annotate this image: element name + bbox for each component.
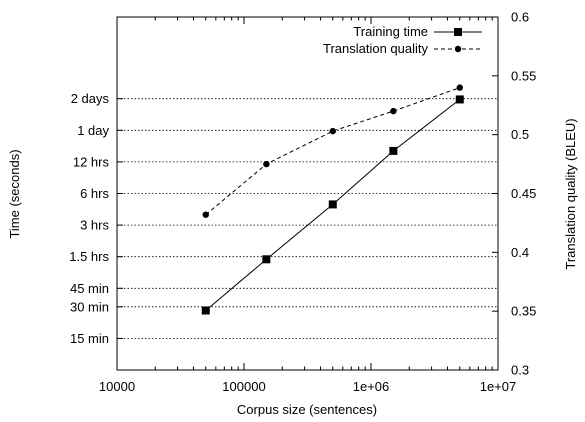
left-tick-label-6: 12 hrs: [73, 154, 110, 169]
legend-marker-training-time: [454, 28, 462, 36]
x-tick-label-1: 100000: [222, 379, 265, 394]
grid-layer: [117, 98, 498, 339]
left-tick-label-0: 15 min: [70, 331, 109, 346]
point-training-time-1: [262, 255, 271, 264]
left-tick-label-7: 1 day: [77, 123, 109, 138]
x-tick-label-2: 1e+06: [353, 379, 390, 394]
point-translation-quality-2: [329, 127, 336, 135]
x-tick-label-3: 1e+07: [480, 379, 517, 394]
right-tick-label-1: 0.35: [511, 304, 536, 319]
point-translation-quality-4: [456, 84, 463, 91]
point-training-time-0: [201, 306, 210, 315]
series-line-translation-quality: [205, 87, 460, 216]
left-tick-label-8: 2 days: [71, 91, 110, 106]
y-axis-label-left: Time (seconds): [7, 149, 22, 238]
point-translation-quality-1: [263, 160, 270, 168]
x-axis-label: Corpus size (sentences): [237, 402, 377, 417]
point-translation-quality-0: [202, 211, 209, 218]
right-tick-label-2: 0.4: [511, 245, 529, 260]
right-tick-label-5: 0.55: [511, 68, 536, 83]
left-tick-label-3: 1.5 hrs: [69, 249, 109, 264]
legend: Training time Translation quality: [323, 24, 482, 56]
x-tick-label-0: 10000: [99, 379, 135, 394]
series-layer: [201, 84, 464, 315]
tick-layer: 15 min 30 min 45 min 1.5 hrs 3 hrs 6 hrs 12 hr…: [69, 10, 536, 395]
point-translation-quality-3: [390, 107, 397, 115]
legend-label-translation-quality: Translation quality: [323, 41, 429, 56]
right-tick-label-3: 0.45: [511, 186, 536, 201]
point-training-time-3: [389, 146, 398, 155]
right-tick-label-0: 0.3: [511, 363, 529, 378]
legend-marker-translation-quality: [454, 45, 462, 53]
right-tick-label-4: 0.5: [511, 127, 529, 142]
point-training-time-4: [455, 95, 464, 104]
right-tick-label-6: 0.6: [511, 10, 529, 25]
left-tick-label-5: 6 hrs: [80, 186, 109, 201]
point-training-time-2: [328, 200, 337, 209]
legend-label-training-time: Training time: [353, 24, 428, 39]
left-tick-label-4: 3 hrs: [80, 218, 109, 233]
left-tick-label-1: 30 min: [70, 299, 109, 314]
y-axis-label-right: Translation quality (BLEU): [563, 118, 578, 269]
left-tick-label-2: 45 min: [70, 281, 109, 296]
